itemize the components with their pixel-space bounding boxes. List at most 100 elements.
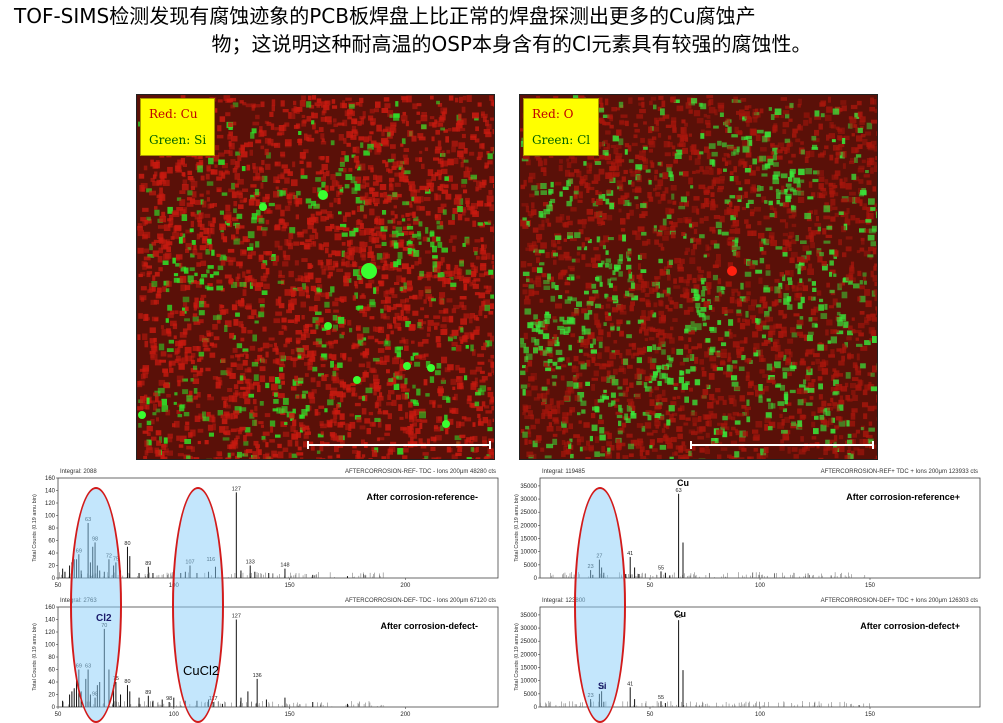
legend-red: Red: O xyxy=(532,101,590,127)
x-tick-label: 100 xyxy=(755,712,766,718)
cu-annotation-top: Cu xyxy=(677,478,689,488)
spectrum-title: After corrosion-reference- xyxy=(366,492,478,502)
y-tick-label: 60 xyxy=(48,668,55,674)
peak-label: 89 xyxy=(145,690,151,696)
bright-particle xyxy=(318,190,328,200)
y-tick-label: 40 xyxy=(48,680,55,686)
x-tick-label: 50 xyxy=(647,583,654,589)
cucl2-highlight-ellipse xyxy=(172,487,224,723)
image-legend: Red: O Green: Cl xyxy=(523,98,599,156)
spectrum-title: After corrosion-defect+ xyxy=(860,621,960,631)
page-title: TOF-SIMS检测发现有腐蚀迹象的PCB板焊盘上比正常的焊盘探测出更多的Cu腐… xyxy=(0,2,1003,58)
y-axis-label: Total Counts (0.19 amu bin) xyxy=(514,494,520,562)
y-axis-label: Total Counts (0.19 amu bin) xyxy=(32,494,38,562)
y-tick-label: 140 xyxy=(45,489,56,495)
cu-si-overlay-image: Red: Cu Green: Si xyxy=(136,94,495,460)
y-tick-label: 20 xyxy=(48,564,55,570)
x-tick-label: 200 xyxy=(400,583,411,589)
peak-label: 136 xyxy=(253,673,262,679)
y-tick-label: 30000 xyxy=(520,497,537,503)
scale-bar xyxy=(690,441,874,449)
peak-label: 80 xyxy=(124,679,130,685)
y-axis-label: Total Counts (0.19 amu bin) xyxy=(514,623,520,691)
cu-annotation-bottom: Cu xyxy=(674,609,686,619)
x-tick-label: 100 xyxy=(169,712,180,718)
peak-label: 80 xyxy=(124,541,130,547)
scale-bar xyxy=(307,441,491,449)
y-tick-label: 30000 xyxy=(520,626,537,632)
y-tick-label: 80 xyxy=(48,526,55,532)
spectrum-integral: Integral: 2088 xyxy=(60,469,97,475)
peak-label: 133 xyxy=(246,560,255,566)
y-tick-label: 20000 xyxy=(520,523,537,529)
y-tick-label: 35000 xyxy=(520,484,537,490)
y-tick-label: 120 xyxy=(45,630,56,636)
image-legend: Red: Cu Green: Si xyxy=(140,98,215,156)
y-tick-label: 25000 xyxy=(520,639,537,645)
peak-label: 148 xyxy=(280,563,289,569)
cucl2-annotation: CuCl2 xyxy=(183,663,219,678)
si-annotation: Si xyxy=(598,681,607,691)
y-tick-label: 60 xyxy=(48,539,55,545)
y-tick-label: 120 xyxy=(45,501,56,507)
peak-label: 98 xyxy=(166,696,172,702)
spectrum-integral: Integral: 119485 xyxy=(542,469,585,475)
x-tick-label: 200 xyxy=(400,712,411,718)
x-tick-label: 50 xyxy=(55,712,62,718)
spectrum-header: AFTERCORROSION-REF+ TDC + Ions 200μm 123… xyxy=(821,469,978,475)
y-tick-label: 100 xyxy=(45,514,56,520)
bright-particle xyxy=(259,203,267,211)
title-line-2: 物；这说明这种耐高温的OSP本身含有的Cl元素具有较强的腐蚀性。 xyxy=(0,30,1003,58)
cl2-highlight-ellipse xyxy=(70,487,122,723)
y-tick-label: 140 xyxy=(45,618,56,624)
bright-particle xyxy=(324,322,332,330)
y-tick-label: 20000 xyxy=(520,652,537,658)
peak-label: 55 xyxy=(658,565,664,571)
legend-green: Green: Cl xyxy=(532,127,590,153)
y-tick-label: 5000 xyxy=(524,692,538,698)
peak-label: 41 xyxy=(627,551,633,557)
spectrum-title: After corrosion-reference+ xyxy=(846,492,960,502)
bright-particle xyxy=(427,364,435,372)
y-tick-label: 20 xyxy=(48,693,55,699)
bright-particle xyxy=(138,411,146,419)
x-tick-label: 150 xyxy=(285,583,296,589)
x-tick-label: 50 xyxy=(647,712,654,718)
y-tick-label: 0 xyxy=(52,576,56,582)
bright-particle xyxy=(442,420,450,428)
spectrum-title: After corrosion-defect- xyxy=(380,621,478,631)
spectrum-header: AFTERCORROSION-DEF+ TDC + Ions 200μm 126… xyxy=(821,598,978,604)
y-tick-label: 10000 xyxy=(520,550,537,556)
y-tick-label: 35000 xyxy=(520,613,537,619)
spectrum-header: AFTERCORROSION-DEF- TDC - Ions 200μm 671… xyxy=(345,598,496,604)
x-tick-label: 150 xyxy=(865,583,876,589)
y-tick-label: 160 xyxy=(45,605,56,611)
bright-particle xyxy=(361,263,377,279)
title-line-1: TOF-SIMS检测发现有腐蚀迹象的PCB板焊盘上比正常的焊盘探测出更多的Cu腐… xyxy=(0,2,1003,30)
y-tick-label: 160 xyxy=(45,476,56,482)
peak-label: 63 xyxy=(676,488,682,494)
peak-label: 41 xyxy=(627,681,633,687)
peak-label: 127 xyxy=(232,486,241,492)
y-tick-label: 100 xyxy=(45,643,56,649)
spectrum-header: AFTERCORROSION-REF- TDC - Ions 200μm 482… xyxy=(345,469,496,475)
y-tick-label: 5000 xyxy=(524,563,538,569)
y-tick-label: 15000 xyxy=(520,666,537,672)
y-tick-label: 0 xyxy=(534,576,538,582)
o-cl-overlay-image: Red: O Green: Cl xyxy=(519,94,878,460)
peak-label: 55 xyxy=(658,695,664,701)
x-tick-label: 100 xyxy=(755,583,766,589)
cl2-annotation: Cl2 xyxy=(96,613,112,624)
y-tick-label: 80 xyxy=(48,655,55,661)
y-axis-label: Total Counts (0.19 amu bin) xyxy=(32,623,38,691)
bright-particle xyxy=(727,266,737,276)
y-tick-label: 0 xyxy=(534,705,538,711)
y-tick-label: 10000 xyxy=(520,679,537,685)
y-tick-label: 15000 xyxy=(520,537,537,543)
x-tick-label: 50 xyxy=(55,583,62,589)
bright-particle xyxy=(353,376,361,384)
peak-label: 127 xyxy=(232,614,241,620)
bright-particle xyxy=(403,362,411,370)
y-tick-label: 25000 xyxy=(520,510,537,516)
legend-green: Green: Si xyxy=(149,127,206,153)
